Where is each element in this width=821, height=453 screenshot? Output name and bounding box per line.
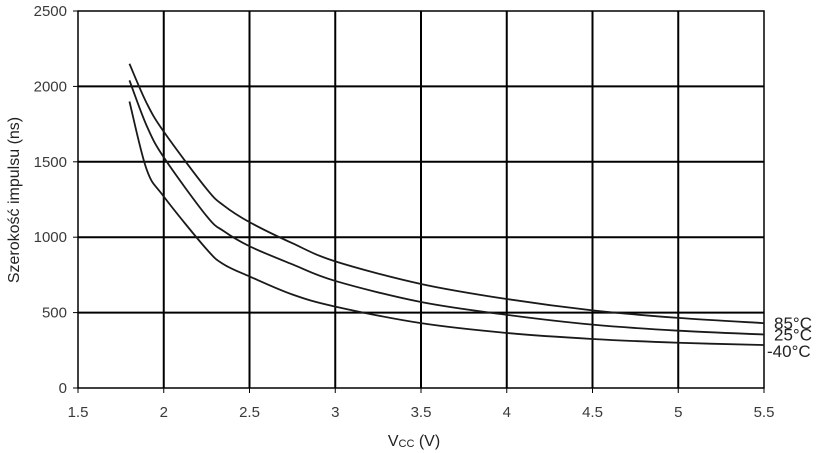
series-label: -40°C (767, 342, 811, 361)
series-line (128, 101, 765, 346)
x-tick-label: 2 (160, 404, 168, 421)
x-tick-label: 5.5 (754, 404, 775, 421)
x-axis-title: VCC (V) (388, 433, 440, 450)
y-axis-title: Szerokość impulsu (ns) (6, 117, 23, 283)
x-tick-label: 1.5 (68, 404, 89, 421)
x-axis-ticks: 1.5 2 2.5 3 3.5 4 4.5 5 5.5 (68, 388, 775, 421)
series-labels: 85°C25°C-40°C (767, 314, 812, 361)
y-axis-ticks: 0 500 1000 1500 2000 2500 (34, 3, 78, 397)
series-layer (128, 63, 765, 346)
x-tick-label: 4 (503, 404, 511, 421)
y-tick-label: 0 (59, 380, 67, 397)
x-tick-label: 5 (674, 404, 682, 421)
y-tick-label: 2500 (34, 3, 67, 20)
series-line (128, 80, 765, 336)
x-tick-label: 3.5 (411, 404, 432, 421)
x-tick-label: 4.5 (582, 404, 603, 421)
y-tick-label: 1500 (34, 154, 67, 171)
y-tick-label: 500 (42, 305, 67, 322)
series-label: 25°C (774, 325, 812, 344)
series-line (128, 63, 765, 325)
series-label: 85°C (774, 314, 812, 333)
y-tick-label: 2000 (34, 78, 67, 95)
grid (77, 10, 765, 389)
y-tick-label: 1000 (34, 229, 67, 246)
x-tick-label: 2.5 (239, 404, 260, 421)
x-tick-label: 3 (331, 404, 339, 421)
